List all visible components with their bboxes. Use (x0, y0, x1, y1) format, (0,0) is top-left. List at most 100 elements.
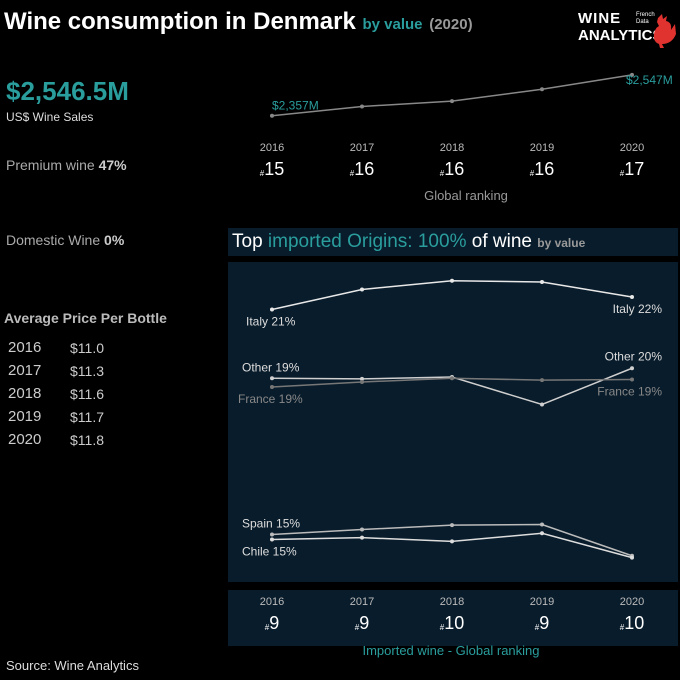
logo-line2: ANALYTICS (578, 27, 663, 44)
ranking-cell: 2018 #10 (422, 596, 482, 634)
sales-point (270, 113, 274, 118)
title-year: (2020) (429, 16, 473, 33)
total-sales-label: US$ Wine Sales (6, 110, 94, 124)
ranking-value: #15 (259, 159, 285, 179)
ranking-year: 2019 (529, 596, 555, 608)
series-start-label: Spain 15% (242, 517, 300, 531)
series-point (270, 307, 274, 312)
source-note: Source: Wine Analytics (6, 658, 139, 673)
domestic-label: Domestic Wine (6, 232, 101, 248)
series-point (360, 287, 364, 292)
ranking-value: #9 (534, 613, 550, 633)
ranking-value: #9 (264, 613, 280, 633)
imported-origins-chart: Italy 21% Italy 22% Other 19% Other 20% Fran… (238, 278, 663, 560)
global-ranking-caption: Global ranking (424, 188, 508, 203)
series-end-label: France 19% (597, 385, 662, 399)
page-title: Wine consumption in Denmark by value (20… (4, 8, 473, 36)
ranking-value: #17 (619, 159, 645, 179)
logo-line1: WINE (578, 10, 622, 27)
series-point (540, 378, 544, 383)
series-point (630, 295, 634, 299)
ranking-value: #10 (439, 613, 465, 633)
price-row: 2017 $11.3 (8, 362, 104, 379)
series-point (630, 555, 634, 560)
series-point (360, 380, 364, 384)
ranking-cell: 2018 #16 (422, 142, 482, 180)
imported-origins-title: Top imported Origins: 100% of wine by va… (228, 228, 678, 256)
imported-ranking-caption: Imported wine - Global ranking (362, 643, 540, 658)
series-point (450, 376, 454, 381)
ranking-value: #16 (349, 159, 375, 179)
series-point (540, 522, 544, 527)
series-end-label: Other 20% (605, 349, 663, 363)
ranking-value: #16 (439, 159, 465, 179)
imported-title-part3: of wine (466, 231, 538, 252)
ranking-year: 2016 (259, 596, 285, 608)
series-point (540, 531, 544, 536)
imported-origins-panel: Italy 21% Italy 22% Other 19% Other 20% Fran… (228, 262, 678, 582)
title-text: Wine consumption in Denmark (4, 8, 356, 35)
ranking-year: 2020 (619, 142, 645, 154)
series-point (630, 366, 634, 371)
series-line-italy (271, 279, 633, 311)
series-point (630, 377, 634, 382)
premium-label: Premium wine (6, 157, 95, 173)
domestic-value: 0% (104, 232, 125, 248)
sales-first-label: $2,357M (272, 99, 319, 113)
price-row: 2019 $11.7 (8, 408, 104, 425)
series-point (360, 527, 364, 532)
ranking-cell: 2016 #15 (242, 142, 302, 180)
sales-point (450, 99, 454, 104)
ranking-year: 2017 (349, 142, 375, 154)
avg-price-title: Average Price Per Bottle (4, 310, 167, 326)
series-start-label: Other 19% (242, 360, 300, 374)
series-start-label: France 19% (238, 392, 303, 406)
ranking-year: 2017 (349, 596, 375, 608)
imported-title-part1: Top (232, 231, 268, 252)
ranking-cell: 2016 #9 (242, 596, 302, 634)
sales-trend-chart: $2,357M $2,547M (270, 72, 673, 118)
wine-analytics-logo: WINE ANALYTICS French Data (578, 10, 676, 50)
sales-point (630, 72, 634, 77)
imported-title-by-value: by value (537, 236, 586, 250)
series-start-label: Chile 15% (242, 545, 297, 559)
series-point (360, 535, 364, 540)
series-point (270, 537, 274, 542)
ranking-year: 2020 (619, 596, 645, 608)
ranking-year: 2018 (439, 596, 465, 608)
ranking-cell: 2019 #9 (512, 596, 572, 634)
logo-tag: French Data (636, 12, 655, 25)
sales-line (271, 74, 633, 117)
ranking-value: #16 (529, 159, 555, 179)
sales-last-label: $2,547M (626, 73, 673, 87)
avg-price-table: 2016 $11.0 2017 $11.3 2018 $11.6 2019 $11.7 … (8, 336, 104, 451)
imported-title-highlight: imported Origins: 100% (267, 231, 467, 252)
series-point (450, 523, 454, 528)
ranking-year: 2019 (529, 142, 555, 154)
price-row: 2018 $11.6 (8, 385, 104, 402)
ranking-value: #10 (619, 613, 645, 633)
series-line-other (271, 367, 633, 406)
sales-point (540, 87, 544, 92)
series-point (270, 385, 274, 389)
global-ranking: 2016 #15 2017 #16 2018 #16 2019 #16 2020 #17 Glob… (228, 142, 678, 203)
premium-wine-stat: Premium wine 47% (6, 157, 127, 173)
series-point (540, 280, 544, 284)
series-point (540, 402, 544, 407)
ranking-value: #9 (354, 613, 370, 633)
rooster-icon (653, 14, 676, 48)
total-sales-value: $2,546.5M (6, 76, 129, 106)
premium-value: 47% (98, 157, 127, 173)
ranking-year: 2016 (259, 142, 285, 154)
series-point (450, 539, 454, 544)
ranking-cell: 2020 #10 (602, 596, 662, 634)
title-by-value: by value (362, 16, 423, 33)
series-point (360, 376, 364, 381)
domestic-wine-stat: Domestic Wine 0% (6, 232, 124, 248)
ranking-cell: 2020 #17 (602, 142, 662, 180)
imported-ranking-panel: 2016 #9 2017 #9 2018 #10 2019 #9 2020 #10 (228, 590, 678, 646)
ranking-year: 2018 (439, 142, 465, 154)
sales-point (360, 104, 364, 109)
series-point (450, 278, 454, 283)
ranking-cell: 2017 #9 (332, 596, 392, 634)
